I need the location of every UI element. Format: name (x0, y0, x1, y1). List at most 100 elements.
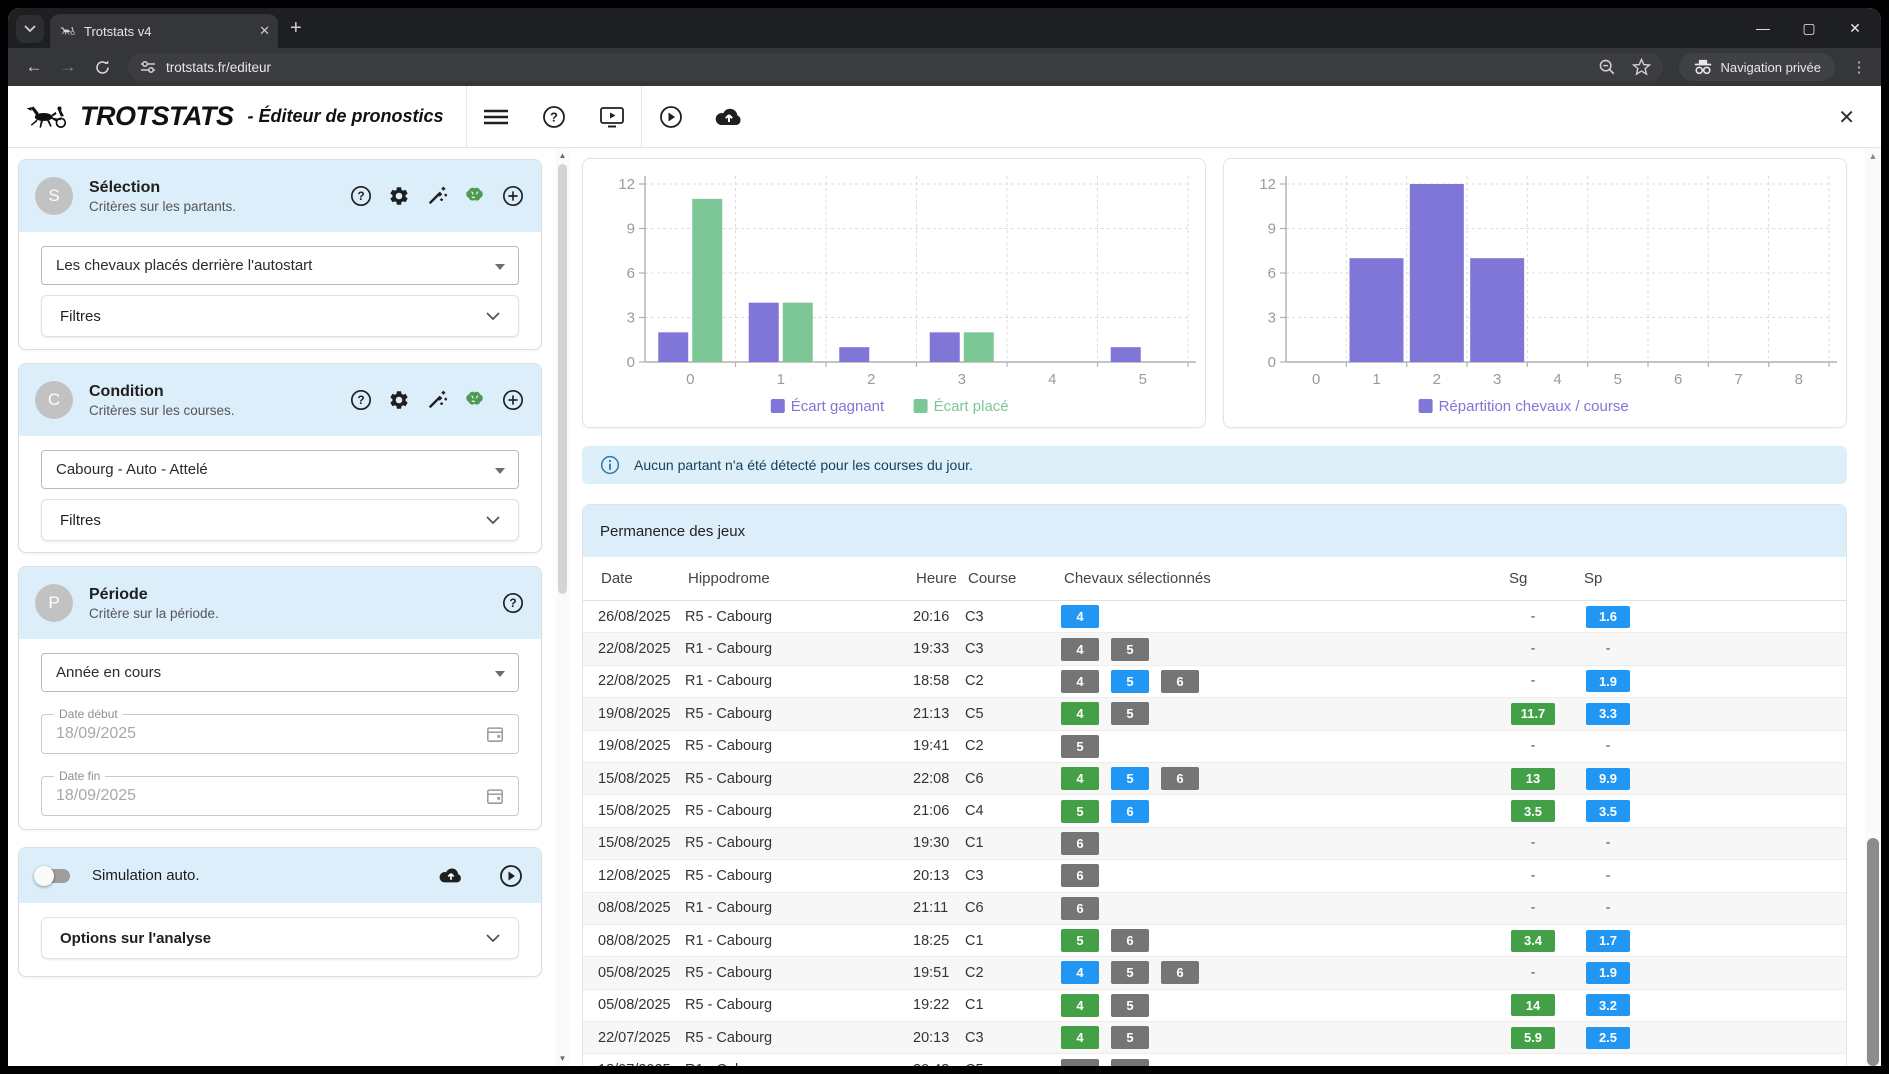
date-start-value: 18/09/2025 (56, 725, 137, 742)
calendar-icon[interactable] (486, 787, 504, 805)
window-close-button[interactable]: ✕ (1849, 19, 1861, 36)
cell-hippodrome: R5 - Cabourg (685, 997, 773, 1014)
cloud-upload-button[interactable] (700, 86, 758, 148)
table-row: 15/08/2025 R5 - Cabourg 21:06 C4 5 6 3.5 3.5 (583, 795, 1846, 828)
cell-hippodrome: R1 - Cabourg (685, 641, 773, 658)
reload-button[interactable] (88, 53, 116, 81)
help-button[interactable]: ? (525, 86, 583, 148)
cell-hippodrome: R5 - Cabourg (685, 867, 773, 884)
sidebar-scrollbar[interactable]: ▲ ▼ (556, 148, 569, 1066)
run-simulation-button[interactable] (642, 86, 700, 148)
horse-number-chip: 5 (1111, 767, 1149, 791)
scroll-up-icon[interactable]: ▲ (1868, 151, 1878, 161)
magic-wand-icon[interactable] (425, 388, 449, 412)
scrollbar-thumb[interactable] (1867, 838, 1879, 1066)
video-tutorial-button[interactable] (583, 86, 641, 148)
browser-tab[interactable]: Trotstats v4 ✕ (50, 14, 278, 48)
help-icon[interactable]: ? (501, 591, 525, 615)
cell-hippodrome: R5 - Cabourg (685, 964, 773, 981)
svg-text:Répartition chevaux / course: Répartition chevaux / course (1439, 398, 1629, 415)
cell-sp: 2.5 (1586, 1026, 1630, 1049)
table-header-row: Date Hippodrome Heure Course Chevaux sélecti… (583, 557, 1846, 601)
options-analyse-collapse[interactable]: Options sur l'analyse (41, 917, 519, 959)
table-row: 08/08/2025 R1 - Cabourg 21:11 C6 6 - - (583, 892, 1846, 925)
cell-chevaux: 6 (1061, 864, 1506, 888)
column-header: Chevaux sélectionnés (1064, 570, 1211, 587)
cell-sg: - (1530, 900, 1536, 917)
calendar-icon[interactable] (486, 725, 504, 743)
svg-text:Écart gagnant: Écart gagnant (791, 398, 885, 415)
scroll-up-icon[interactable]: ▲ (558, 151, 567, 160)
cell-sg: - (1530, 608, 1536, 625)
tab-search-button[interactable] (16, 15, 44, 43)
cell-date: 22/07/2025 (598, 1029, 671, 1046)
cell-course: C2 (965, 964, 984, 981)
gear-icon[interactable] (387, 388, 411, 412)
column-header: Sp (1584, 570, 1603, 587)
forward-button[interactable]: → (59, 57, 77, 76)
magic-wand-icon[interactable] (425, 184, 449, 208)
periode-dropdown[interactable]: Année en cours (41, 653, 519, 692)
brain-ai-icon[interactable] (463, 184, 487, 208)
cell-chevaux: 6 (1061, 831, 1506, 855)
horse-logo (26, 106, 67, 128)
back-button[interactable]: ← (25, 57, 43, 76)
window-maximize-button[interactable]: ▢ (1802, 19, 1816, 36)
site-settings-icon[interactable] (140, 60, 156, 74)
condition-filters-collapse[interactable]: Filtres (41, 499, 519, 541)
browser-menu-icon[interactable]: ⋮ (1851, 59, 1867, 76)
app-close-button[interactable]: ✕ (1838, 106, 1855, 129)
svg-text:5: 5 (1139, 371, 1147, 388)
url-text[interactable]: trotstats.fr/editeur (166, 59, 272, 75)
svg-text:1: 1 (777, 371, 785, 388)
bookmark-star-icon[interactable] (1631, 58, 1651, 76)
zoom-icon[interactable] (1598, 58, 1616, 76)
window-minimize-button[interactable]: — (1756, 20, 1770, 36)
scroll-down-icon[interactable]: ▼ (558, 1054, 567, 1063)
main-scrollbar[interactable]: ▲ (1865, 148, 1881, 1066)
new-tab-button[interactable]: + (290, 17, 302, 39)
brain-ai-icon[interactable] (463, 388, 487, 412)
incognito-badge[interactable]: Navigation privée (1678, 53, 1835, 81)
date-start-field[interactable]: Date début 18/09/2025 (41, 707, 519, 754)
cell-heure: 19:33 (913, 641, 950, 658)
horse-number-chip: 5 (1111, 1026, 1149, 1050)
svg-text:Écart placé: Écart placé (934, 398, 1009, 415)
horse-number-chip: 5 (1061, 799, 1099, 823)
svg-text:3: 3 (1493, 371, 1501, 388)
cell-sp: - (1605, 867, 1611, 884)
incognito-label: Navigation privée (1720, 59, 1821, 75)
help-icon[interactable]: ? (349, 388, 373, 412)
horse-number-chip: 4 (1061, 702, 1099, 726)
add-icon[interactable] (501, 184, 525, 208)
address-bar[interactable]: trotstats.fr/editeur (128, 53, 1663, 81)
scrollbar-thumb[interactable] (558, 164, 567, 594)
table-row: 19/08/2025 R5 - Cabourg 19:41 C2 5 - - (583, 731, 1846, 763)
gear-icon[interactable] (387, 184, 411, 208)
svg-text:0: 0 (627, 354, 635, 371)
add-icon[interactable] (501, 388, 525, 412)
column-header: Date (601, 570, 633, 587)
panel-title: Période (89, 585, 148, 603)
cell-sp: 1.6 (1586, 605, 1630, 628)
cloud-upload-icon[interactable] (439, 864, 463, 888)
play-circle-icon[interactable] (499, 864, 523, 888)
svg-text:?: ? (550, 109, 558, 124)
cell-sp: 1.7 (1586, 929, 1630, 952)
menu-button[interactable] (467, 86, 525, 148)
help-icon[interactable]: ? (349, 184, 373, 208)
cell-date: 08/08/2025 (598, 900, 671, 917)
simulation-toggle[interactable] (34, 865, 70, 886)
cell-heure: 20:13 (913, 1029, 950, 1046)
date-end-field[interactable]: Date fin 18/09/2025 (41, 769, 519, 816)
svg-text:6: 6 (627, 265, 635, 282)
cell-chevaux: 6 (1061, 896, 1506, 920)
tab-close-icon[interactable]: ✕ (259, 23, 270, 38)
horse-number-chip: 6 (1061, 831, 1099, 855)
selection-dropdown[interactable]: Les chevaux placés derrière l'autostart (41, 246, 519, 285)
condition-dropdown[interactable]: Cabourg - Auto - Attelé (41, 450, 519, 489)
info-banner-text: Aucun partant n'a été détecté pour les c… (634, 457, 973, 473)
cell-hippodrome: R1 - Cabourg (685, 932, 773, 949)
cell-hippodrome: R1 - Cabourg (685, 900, 773, 917)
selection-filters-collapse[interactable]: Filtres (41, 295, 519, 337)
